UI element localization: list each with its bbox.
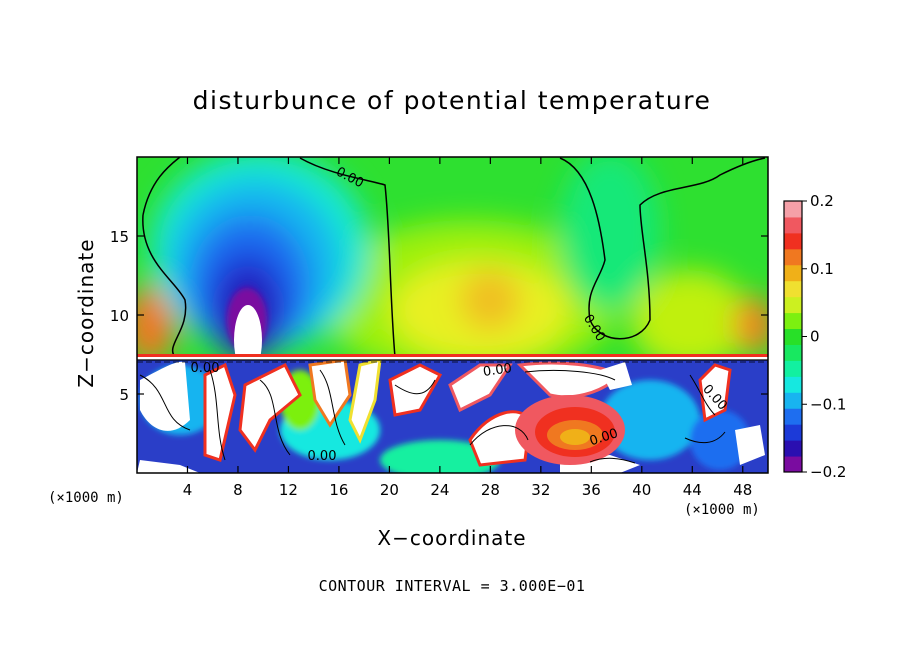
colorbar-swatch bbox=[784, 280, 802, 298]
x-unit-right: (×1000 m) bbox=[684, 502, 760, 518]
colorbar-swatch bbox=[784, 296, 802, 314]
x-tick-label: 4 bbox=[183, 481, 193, 499]
upper-field bbox=[137, 157, 768, 359]
x-tick-label: 24 bbox=[430, 481, 449, 499]
colorbar-swatch bbox=[784, 344, 802, 361]
contour-label: 0.00 bbox=[191, 361, 220, 376]
x-axis-label: X−coordinate bbox=[377, 526, 527, 550]
colorbar-tick-label: 0.2 bbox=[810, 192, 834, 210]
x-tick-label: 44 bbox=[683, 481, 702, 499]
x-tick-label: 32 bbox=[531, 481, 550, 499]
x-tick-label: 48 bbox=[733, 481, 752, 499]
x-tick-label: 40 bbox=[632, 481, 651, 499]
colorbar-swatch bbox=[784, 360, 802, 377]
colorbar-swatch bbox=[784, 376, 802, 393]
y-tick-label: 5 bbox=[119, 386, 129, 404]
colorbar-swatch bbox=[784, 232, 802, 250]
x-tick-label: 8 bbox=[233, 481, 243, 499]
x-tick-label: 12 bbox=[279, 481, 298, 499]
colorbar-swatch bbox=[784, 264, 802, 282]
x-axis-ticks: 4 8 12 16 20 24 28 32 36 40 44 48 bbox=[183, 157, 752, 499]
y-tick-label: 15 bbox=[110, 228, 129, 246]
colorbar-tick-label: 0 bbox=[810, 328, 820, 346]
contour-label: 0.00 bbox=[482, 361, 513, 380]
x-tick-label: 36 bbox=[582, 481, 601, 499]
colorbar-tick-label: −0.1 bbox=[810, 395, 846, 413]
x-tick-label: 16 bbox=[329, 481, 348, 499]
colorbar-swatch bbox=[784, 392, 802, 409]
x-unit-left: (×1000 m) bbox=[48, 490, 124, 506]
contour-interval-note: CONTOUR INTERVAL = 3.000E−01 bbox=[318, 577, 586, 595]
y-axis-ticks: 5 10 15 bbox=[110, 228, 768, 404]
colorbar-swatch bbox=[784, 201, 802, 218]
x-tick-label: 28 bbox=[481, 481, 500, 499]
colorbar-swatch bbox=[784, 328, 802, 345]
colorbar-swatch bbox=[784, 216, 802, 234]
y-tick-label: 10 bbox=[110, 307, 129, 325]
colorbar-swatch bbox=[784, 456, 802, 473]
colorbar-tick-label: 0.1 bbox=[810, 260, 834, 278]
x-tick-label: 20 bbox=[380, 481, 399, 499]
interface-layer bbox=[137, 354, 768, 363]
contour-label: 0.00 bbox=[308, 449, 337, 464]
lower-field bbox=[137, 359, 768, 473]
colorbar-tick-label: −0.2 bbox=[810, 463, 846, 481]
colorbar-swatch bbox=[784, 408, 802, 425]
colorbar-swatch bbox=[784, 312, 802, 330]
colorbar-swatch bbox=[784, 440, 802, 457]
chart-title: disturbunce of potential temperature bbox=[192, 86, 712, 115]
y-axis-label: Z−coordinate bbox=[74, 238, 98, 388]
colorbar-swatch bbox=[784, 424, 802, 441]
colorbar: 0.2 0.1 0 −0.1 −0.2 bbox=[783, 192, 846, 481]
colorbar-swatch bbox=[784, 248, 802, 266]
